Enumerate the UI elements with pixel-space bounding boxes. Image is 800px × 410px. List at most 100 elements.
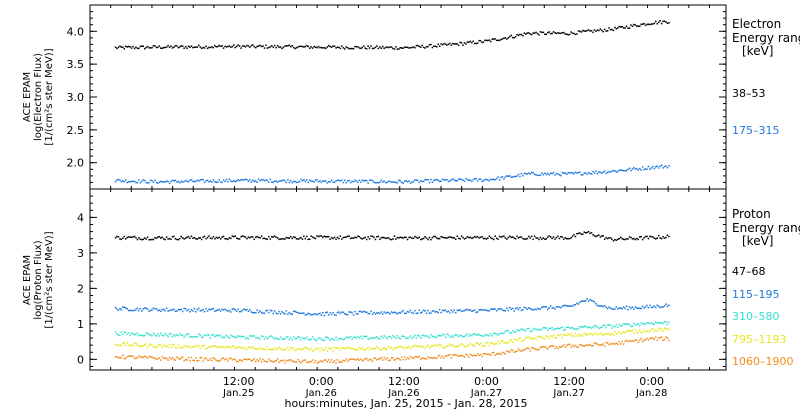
data-point: [547, 348, 549, 350]
data-point: [514, 307, 517, 310]
data-point: [392, 312, 394, 314]
data-point: [349, 181, 352, 184]
data-point: [202, 178, 204, 181]
data-point: [628, 27, 631, 29]
data-point: [198, 333, 200, 335]
data-point: [528, 32, 530, 34]
data-point: [275, 180, 277, 182]
data-point: [425, 46, 428, 48]
data-point: [612, 29, 615, 32]
data-point: [171, 309, 174, 311]
data-point: [206, 310, 209, 312]
data-point: [231, 359, 234, 361]
data-point: [541, 336, 543, 339]
data-point: [262, 348, 264, 350]
data-point: [250, 181, 253, 183]
data-point: [114, 180, 117, 183]
data-point: [389, 347, 391, 350]
data-point: [319, 312, 321, 315]
data-point: [612, 334, 615, 336]
data-point: [149, 179, 152, 181]
data-point: [552, 31, 555, 33]
data-point: [284, 361, 286, 364]
data-point: [179, 346, 181, 349]
data-point: [488, 353, 491, 356]
data-point: [443, 42, 445, 45]
data-point: [357, 349, 359, 351]
data-point: [291, 181, 293, 184]
data-point: [406, 357, 409, 359]
data-point: [151, 309, 153, 311]
data-point: [443, 347, 445, 349]
data-point: [522, 175, 524, 177]
data-point: [313, 338, 315, 340]
data-point: [138, 237, 140, 239]
data-point: [503, 341, 505, 344]
data-point: [459, 334, 461, 336]
data-point: [144, 344, 146, 346]
data-point: [558, 32, 561, 34]
data-point: [620, 343, 622, 345]
data-point: [255, 46, 257, 49]
legend-entry: 310–580: [732, 310, 780, 323]
data-point: [634, 168, 637, 170]
data-point: [377, 337, 380, 340]
data-point: [158, 344, 161, 346]
data-point: [449, 312, 451, 314]
data-point: [173, 46, 175, 48]
data-point: [352, 347, 355, 350]
data-point: [234, 235, 236, 237]
data-point: [482, 335, 485, 337]
data-point: [438, 45, 441, 47]
data-point: [487, 353, 489, 355]
data-point: [155, 335, 158, 337]
data-point: [249, 46, 251, 48]
data-point: [529, 173, 531, 175]
data-point: [368, 238, 371, 240]
data-point: [602, 305, 604, 308]
data-point: [577, 232, 580, 235]
data-point: [288, 237, 290, 239]
data-point: [625, 169, 628, 172]
data-point: [376, 182, 378, 184]
data-point: [354, 348, 356, 351]
data-point: [246, 237, 248, 240]
data-point: [212, 345, 215, 347]
data-point: [459, 178, 461, 180]
data-point: [479, 334, 482, 337]
data-point: [620, 325, 622, 327]
data-point: [621, 340, 623, 343]
data-point: [541, 328, 543, 330]
data-point: [227, 238, 229, 241]
data-point: [218, 44, 220, 47]
data-point: [666, 167, 669, 169]
data-point: [303, 235, 305, 238]
data-point: [631, 25, 634, 27]
data-point: [503, 309, 505, 312]
data-point: [593, 333, 596, 335]
data-point: [420, 46, 422, 48]
data-point: [165, 307, 168, 309]
data-point: [484, 345, 486, 347]
data-point: [160, 237, 162, 239]
data-point: [516, 235, 518, 238]
data-point: [526, 32, 528, 34]
data-point: [598, 29, 600, 32]
data-point: [636, 331, 638, 334]
data-point: [561, 236, 564, 238]
data-point: [612, 169, 615, 172]
data-point: [221, 357, 223, 360]
data-point: [420, 238, 422, 241]
data-point: [320, 338, 323, 341]
data-point: [361, 337, 363, 340]
data-point: [608, 324, 610, 326]
data-point: [236, 45, 238, 48]
data-point: [396, 346, 399, 349]
data-point: [541, 31, 543, 34]
data-point: [456, 354, 458, 357]
data-point: [252, 346, 254, 348]
data-point: [233, 358, 235, 360]
data-point: [120, 238, 123, 241]
data-point: [303, 347, 305, 349]
data-point: [567, 305, 569, 307]
